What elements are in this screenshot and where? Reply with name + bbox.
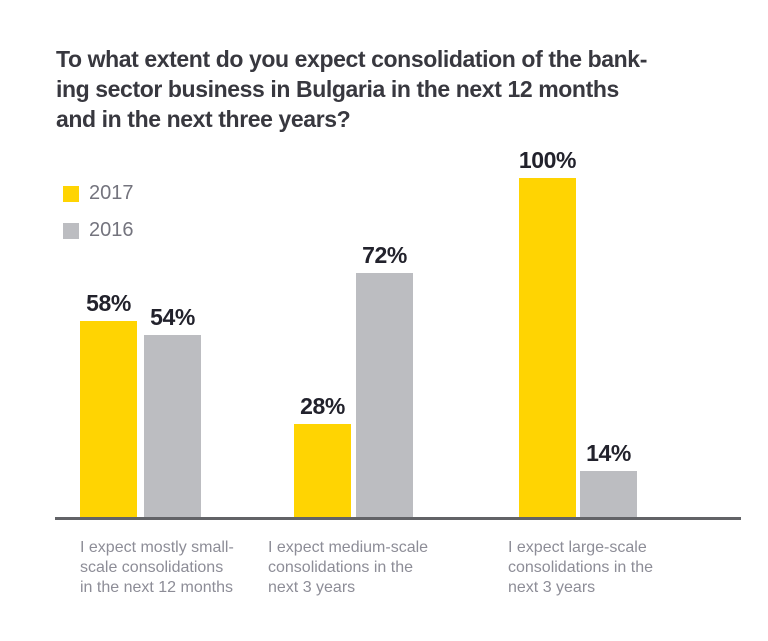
legend-item-2017: 2017 bbox=[63, 182, 134, 205]
legend-label-2016: 2016 bbox=[89, 219, 134, 241]
category-label-line: consolidations in the bbox=[268, 559, 413, 576]
value-label-2016-group2: 72% bbox=[362, 242, 407, 268]
value-label-2017-group1: 58% bbox=[86, 290, 131, 316]
bar-2016-group1 bbox=[144, 335, 201, 519]
category-label-line: in the next 12 months bbox=[80, 579, 233, 596]
bar-2017-group1 bbox=[80, 321, 137, 519]
category-label-line: I expect large-scale bbox=[508, 539, 647, 556]
category-label-line: I expect mostly small- bbox=[80, 539, 234, 556]
legend-item-2016: 2016 bbox=[63, 219, 134, 242]
bar-2016-group3 bbox=[580, 471, 637, 519]
value-label-2017-group2: 28% bbox=[300, 393, 345, 419]
category-label-group2: I expect medium-scale consolidations in t… bbox=[268, 538, 428, 598]
legend-label-2017: 2017 bbox=[89, 182, 134, 204]
value-label-2017-group3: 100% bbox=[518, 147, 577, 173]
chart-legend: 2017 2016 bbox=[63, 182, 134, 256]
value-label-2016-group3: 14% bbox=[586, 440, 631, 466]
x-axis-line bbox=[55, 517, 741, 520]
value-label-2016-group1: 54% bbox=[150, 304, 195, 330]
category-label-group3: I expect large-scale consolidations in th… bbox=[508, 538, 653, 598]
bar-2017-group2 bbox=[294, 424, 351, 519]
legend-swatch-2016 bbox=[63, 222, 79, 239]
category-label-line: next 3 years bbox=[268, 579, 356, 596]
category-label-line: next 3 years bbox=[508, 579, 596, 596]
category-label-group1: I expect mostly small-scale consolidatio… bbox=[80, 538, 234, 598]
category-label-line: consolidations in the bbox=[508, 559, 653, 576]
legend-swatch-2017 bbox=[63, 185, 79, 202]
chart-title: To what extent do you expect consolidati… bbox=[56, 44, 716, 134]
bar-2016-group2 bbox=[356, 273, 413, 519]
chart-title-line-1: To what extent do you expect consolidati… bbox=[56, 46, 647, 72]
category-label-line: scale consolidations bbox=[80, 559, 224, 576]
chart-title-line-2: ing sector business in Bulgaria in the n… bbox=[56, 76, 619, 102]
chart-title-line-3: and in the next three years? bbox=[56, 106, 351, 132]
bar-2017-group3 bbox=[519, 178, 576, 519]
category-label-line: I expect medium-scale bbox=[268, 539, 429, 556]
